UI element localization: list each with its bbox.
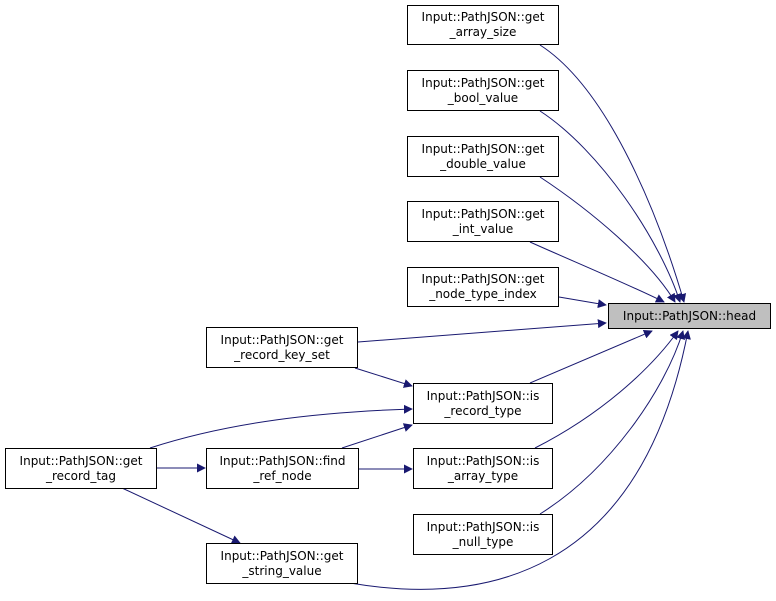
edge-get-record-tag-to-is-record-type — [149, 404, 413, 449]
node-label: _bool_value — [447, 90, 519, 105]
node-label: _double_value — [440, 156, 526, 171]
edge-get-string-value-to-head — [349, 330, 691, 590]
node-get-record-key-set[interactable]: Input::PathJSON::get _record_key_set — [206, 327, 358, 368]
node-get-array-size[interactable]: Input::PathJSON::get _array_size — [407, 5, 559, 45]
node-label: Input::PathJSON::get — [421, 141, 545, 156]
edge-get-node-type-index-to-head — [558, 296, 607, 309]
node-label: _record_type — [444, 403, 522, 418]
node-label: Input::PathJSON::get — [19, 453, 143, 468]
node-get-node-type-index[interactable]: Input::PathJSON::get _node_type_index — [407, 267, 559, 307]
node-label: Input::PathJSON::is — [426, 453, 540, 468]
node-get-int-value[interactable]: Input::PathJSON::get _int_value — [407, 201, 559, 242]
node-label: Input::PathJSON::get — [421, 206, 545, 221]
node-label: _array_type — [447, 468, 519, 483]
edge-get-bool-value-to-head — [539, 110, 682, 303]
edge-is-array-type-to-head — [534, 330, 679, 449]
node-label: Input::PathJSON::get — [220, 332, 344, 347]
edge-is-null-type-to-head — [539, 330, 685, 515]
node-label: Input::PathJSON::is — [426, 519, 540, 534]
node-label: _record_tag — [45, 468, 116, 483]
node-label: _array_size — [449, 25, 517, 39]
node-label: _ref_node — [253, 468, 312, 483]
edge-is-record-type-to-head — [529, 330, 653, 384]
node-is-array-type[interactable]: Input::PathJSON::is _array_type — [413, 448, 553, 489]
edge-get-record-key-set-to-head — [357, 319, 607, 343]
node-label: Input::PathJSON::get — [421, 75, 545, 90]
node-is-record-type[interactable]: Input::PathJSON::is _record_type — [413, 383, 553, 424]
node-label: Input::PathJSON::get — [421, 10, 545, 24]
edge-get-record-key-set-to-is-record-type — [354, 367, 413, 388]
edge-find-ref-node-to-is-record-type — [341, 423, 413, 449]
node-label: _node_type_index — [429, 287, 537, 301]
node-is-null-type[interactable]: Input::PathJSON::is _null_type — [413, 514, 553, 555]
node-label: _string_value — [242, 563, 322, 578]
node-label: Input::PathJSON::get — [421, 272, 545, 286]
node-find-ref-node[interactable]: Input::PathJSON::find _ref_node — [206, 448, 359, 489]
node-get-double-value[interactable]: Input::PathJSON::get _double_value — [407, 136, 559, 177]
node-head: Input::PathJSON::head — [608, 303, 771, 329]
node-get-record-tag[interactable]: Input::PathJSON::get _record_tag — [5, 448, 157, 489]
node-get-bool-value[interactable]: Input::PathJSON::get _bool_value — [407, 70, 559, 111]
edge-get-array-size-to-head — [539, 44, 687, 303]
node-label: _int_value — [452, 221, 514, 236]
node-label: _null_type — [452, 534, 514, 549]
edge-get-record-tag-to-get-string-value — [121, 487, 241, 544]
node-label: Input::PathJSON::is — [426, 388, 540, 403]
node-label: Input::PathJSON::find — [219, 453, 346, 468]
node-label: Input::PathJSON::head — [622, 308, 757, 323]
node-label: Input::PathJSON::get — [220, 548, 344, 563]
node-label: _record_key_set — [234, 347, 330, 362]
edge-get-double-value-to-head — [539, 176, 676, 303]
edge-get-int-value-to-head — [529, 241, 665, 303]
node-get-string-value[interactable]: Input::PathJSON::get _string_value — [206, 543, 358, 584]
